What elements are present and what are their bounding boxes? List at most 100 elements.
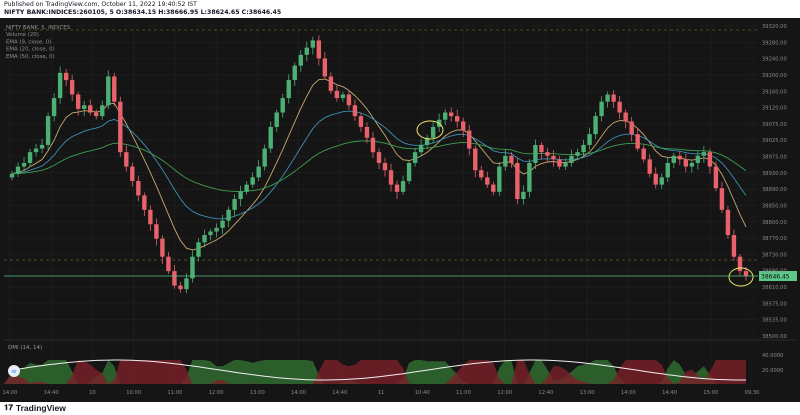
candle-body[interactable] <box>388 170 394 185</box>
candle-body[interactable] <box>196 242 201 257</box>
dmi-badge-icon[interactable] <box>8 365 20 377</box>
candle-body[interactable] <box>178 285 183 290</box>
candle-body[interactable] <box>653 173 658 185</box>
candle-body[interactable] <box>190 256 195 279</box>
candle-body[interactable] <box>184 278 189 290</box>
candle-body[interactable] <box>587 134 592 145</box>
candle-body[interactable] <box>358 116 364 127</box>
annotation-circle-high[interactable] <box>416 120 444 140</box>
candle-body[interactable] <box>647 159 652 174</box>
candle-body[interactable] <box>521 191 526 200</box>
tradingview-footer[interactable]: 𝟏𝟕 TradingView <box>4 402 66 414</box>
candle-body[interactable] <box>515 162 520 200</box>
candle-body[interactable] <box>581 144 586 153</box>
candle-body[interactable] <box>160 238 165 257</box>
candle-body[interactable] <box>695 155 701 163</box>
candle-body[interactable] <box>611 94 616 102</box>
candle-body[interactable] <box>298 54 303 66</box>
candle-body[interactable] <box>208 231 213 236</box>
candle-body[interactable] <box>106 76 111 106</box>
candle-body[interactable] <box>593 116 598 135</box>
candle-body[interactable] <box>292 65 297 81</box>
candle-body[interactable] <box>57 72 63 99</box>
candle-body[interactable] <box>304 47 309 55</box>
candle-body[interactable] <box>214 227 219 232</box>
candle-body[interactable] <box>725 209 731 236</box>
candle-body[interactable] <box>364 126 370 138</box>
candle-body[interactable] <box>376 152 382 163</box>
candle-body[interactable] <box>154 224 159 239</box>
candle-body[interactable] <box>400 181 406 192</box>
candle-body[interactable] <box>665 162 670 178</box>
candle-body[interactable] <box>346 94 352 106</box>
candle-body[interactable] <box>737 256 743 272</box>
candle-body[interactable] <box>250 177 255 185</box>
candle-body[interactable] <box>268 126 273 149</box>
candle-body[interactable] <box>45 116 51 145</box>
candle-body[interactable] <box>232 199 237 210</box>
candle-body[interactable] <box>641 148 646 160</box>
candle-body[interactable] <box>461 121 466 131</box>
candle-body[interactable] <box>629 121 634 135</box>
candle-body[interactable] <box>509 155 514 163</box>
candle-body[interactable] <box>142 195 147 210</box>
candle-body[interactable] <box>448 112 454 117</box>
candle-body[interactable] <box>81 105 87 109</box>
candle-body[interactable] <box>503 155 508 167</box>
candle-body[interactable] <box>310 40 316 48</box>
chart-canvas[interactable]: 40.0000 20.0000 DMI (14, 14) ∞ 38646.45 3932… <box>0 18 800 402</box>
candle-body[interactable] <box>677 155 683 160</box>
candle-body[interactable] <box>719 188 725 210</box>
candle-body[interactable] <box>539 144 544 153</box>
candle-body[interactable] <box>430 126 436 138</box>
candle-body[interactable] <box>545 152 550 156</box>
candle-body[interactable] <box>599 101 604 117</box>
candle-body[interactable] <box>112 76 117 102</box>
candle-body[interactable] <box>701 152 707 156</box>
candle-body[interactable] <box>262 148 267 167</box>
candle-body[interactable] <box>9 173 15 178</box>
candle-body[interactable] <box>328 76 334 91</box>
candle-body[interactable] <box>743 271 749 277</box>
candle-body[interactable] <box>136 181 141 196</box>
candle-body[interactable] <box>27 152 33 163</box>
candle-body[interactable] <box>527 162 532 192</box>
candle-body[interactable] <box>563 162 568 167</box>
candle-body[interactable] <box>683 159 689 167</box>
candle-body[interactable] <box>63 72 69 81</box>
candle-body[interactable] <box>713 166 719 189</box>
dmi-pane[interactable]: 40.0000 20.0000 DMI (14, 14) ∞ <box>4 339 797 384</box>
candle-body[interactable] <box>244 184 249 192</box>
candle-body[interactable] <box>118 101 123 153</box>
candle-body[interactable] <box>406 162 412 181</box>
candle-body[interactable] <box>455 116 460 122</box>
candle-body[interactable] <box>88 105 93 113</box>
candle-body[interactable] <box>352 105 358 117</box>
legend-item[interactable]: EMA (50, close, 0) <box>6 54 55 60</box>
candle-body[interactable] <box>551 155 556 160</box>
candle-body[interactable] <box>280 98 285 113</box>
legend-item[interactable]: EMA (20, close, 0) <box>6 47 55 53</box>
candle-body[interactable] <box>623 112 628 122</box>
candle-body[interactable] <box>605 94 610 102</box>
candle-body[interactable] <box>370 137 376 153</box>
legend-item[interactable]: Volume (20) <box>6 32 39 38</box>
candle-body[interactable] <box>479 170 484 178</box>
legend-item[interactable]: NIFTY BANK, 5, INDICES <box>6 25 71 31</box>
candle-body[interactable] <box>21 162 27 167</box>
candle-body[interactable] <box>286 80 291 99</box>
candle-body[interactable] <box>148 209 153 225</box>
candle-body[interactable] <box>33 148 39 153</box>
candle-body[interactable] <box>491 184 496 192</box>
candle-body[interactable] <box>94 112 99 117</box>
candle-body[interactable] <box>100 105 105 117</box>
candle-body[interactable] <box>340 94 346 99</box>
candle-body[interactable] <box>659 177 664 185</box>
candle-body[interactable] <box>467 130 472 149</box>
candle-body[interactable] <box>238 191 243 200</box>
candle-body[interactable] <box>442 112 448 120</box>
candle-body[interactable] <box>274 112 279 127</box>
candle-body[interactable] <box>412 152 418 163</box>
candle-body[interactable] <box>322 58 328 77</box>
